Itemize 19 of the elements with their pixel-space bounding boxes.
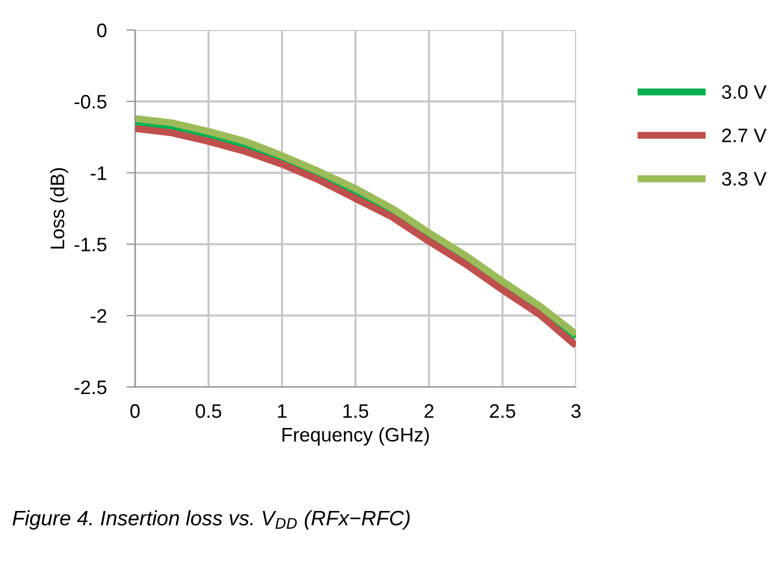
x-tick-label: 1.5 — [343, 404, 368, 418]
y-tick-label: 0 — [97, 23, 106, 38]
x-tick-label: 2 — [424, 404, 434, 418]
legend-label: 3.0 V — [722, 85, 767, 99]
caption: Figure 4. Insertion loss vs. V$_{DD}$ (RFx−RFC) — [12, 510, 410, 530]
y-tick-label: -0.5 — [74, 94, 106, 109]
y-tick-label: -1 — [90, 166, 106, 180]
y-tick-label: -2 — [90, 309, 106, 323]
y-tick-label: -1.5 — [74, 238, 106, 252]
y-tick-label: -2.5 — [74, 380, 106, 394]
x-tick-label: 0.5 — [196, 404, 222, 418]
x-tick-label: 3 — [571, 404, 581, 418]
legend-label: 2.7 V — [722, 128, 767, 142]
x-tick-label: 0 — [130, 404, 140, 418]
x-axis-title: Frequency (GHz) — [282, 427, 429, 446]
x-tick-label: 2.5 — [490, 404, 516, 418]
legend-label: 3.3 V — [722, 172, 767, 186]
y-axis-title: Loss (dB) — [50, 168, 68, 249]
x-tick-label: 1 — [278, 404, 286, 418]
